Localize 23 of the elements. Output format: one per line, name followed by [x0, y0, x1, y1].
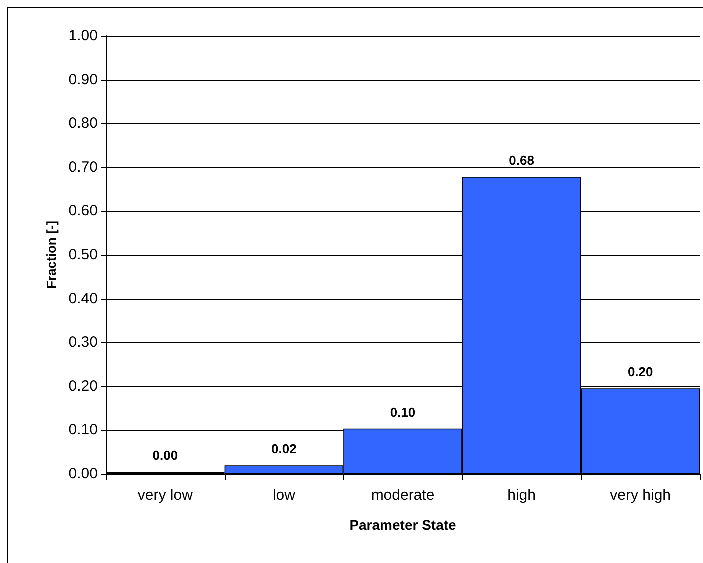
y-tick-label: 0.60	[68, 202, 98, 220]
y-tick-label: 0.70	[68, 158, 98, 176]
y-tick-label: 0.10	[68, 422, 98, 439]
data-label: 0.68	[509, 153, 534, 168]
x-tick-label: high	[508, 487, 536, 504]
x-tick-label: low	[272, 487, 296, 504]
y-tick-label: 0.50	[68, 246, 98, 264]
x-tick-label: moderate	[371, 487, 435, 504]
y-tick-label: 0.40	[68, 290, 98, 308]
y-axis-title: Fraction [-]	[44, 221, 59, 289]
data-label: 0.10	[390, 404, 416, 420]
data-label: 0.02	[272, 442, 297, 457]
y-tick-label: 0.30	[68, 334, 98, 352]
y-tick-label: 0.20	[68, 378, 98, 395]
y-tick-label: 0.90	[68, 71, 98, 88]
y-tick-label: 0.80	[68, 115, 98, 132]
data-label: 0.20	[628, 364, 654, 380]
x-tick-label: very low	[138, 487, 194, 504]
y-tick-label: 0.00	[68, 466, 98, 482]
x-axis-title: Parameter State	[350, 517, 457, 533]
data-label: 0.00	[152, 448, 178, 464]
x-tick-label: very high	[610, 487, 672, 504]
y-tick-label: 1.00	[68, 28, 98, 44]
